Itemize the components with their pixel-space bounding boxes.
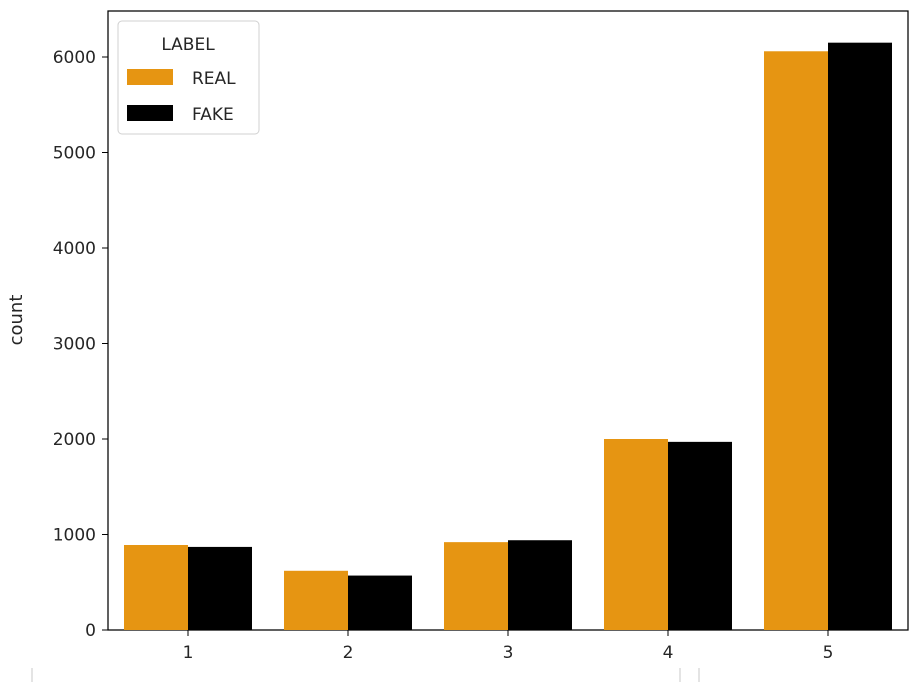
y-tick-label: 1000 bbox=[53, 526, 96, 546]
x-tick-label: 5 bbox=[823, 643, 834, 663]
y-tick-label: 5000 bbox=[53, 144, 96, 164]
y-axis: 0 1000 2000 3000 4000 5000 6000 bbox=[53, 48, 108, 641]
legend-label-fake: FAKE bbox=[192, 105, 234, 125]
bar-real-1 bbox=[124, 545, 188, 630]
legend-label-real: REAL bbox=[192, 69, 236, 89]
y-tick-label: 4000 bbox=[53, 239, 96, 259]
y-tick-label: 2000 bbox=[53, 430, 96, 450]
bar-fake-2 bbox=[348, 575, 412, 630]
legend-swatch-fake bbox=[127, 105, 173, 121]
y-tick-label: 6000 bbox=[53, 48, 96, 68]
bar-fake-3 bbox=[508, 540, 572, 630]
bar-real-5 bbox=[764, 51, 828, 630]
x-tick-label: 4 bbox=[663, 643, 674, 663]
x-axis: 1 2 3 4 5 bbox=[183, 630, 834, 663]
y-tick-label: 3000 bbox=[53, 335, 96, 355]
bar-real-3 bbox=[444, 542, 508, 630]
y-axis-label: count bbox=[6, 295, 27, 346]
x-tick-label: 3 bbox=[503, 643, 514, 663]
bar-fake-1 bbox=[188, 546, 252, 630]
legend-title: LABEL bbox=[161, 35, 215, 55]
x-tick-label: 2 bbox=[343, 643, 354, 663]
x-tick-label: 1 bbox=[183, 643, 194, 663]
bars-group bbox=[124, 42, 892, 631]
bar-real-4 bbox=[604, 439, 668, 630]
legend-swatch-real bbox=[127, 69, 173, 85]
bar-fake-5 bbox=[828, 42, 892, 631]
legend: LABEL REAL FAKE bbox=[117, 20, 260, 135]
y-tick-label: 0 bbox=[85, 621, 96, 641]
bar-fake-4 bbox=[668, 441, 732, 630]
bar-real-2 bbox=[284, 570, 348, 630]
